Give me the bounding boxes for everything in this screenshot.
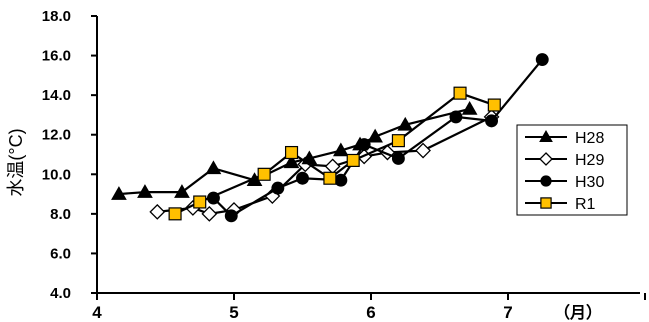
data-point-r1 <box>453 86 467 100</box>
data-point-h29 <box>149 203 166 220</box>
y-tick-label: 12.0 <box>42 127 71 144</box>
axes <box>91 15 646 300</box>
x-axis-unit-label: （月） <box>554 304 602 322</box>
data-point-r1 <box>193 195 207 209</box>
data-point-h28 <box>137 184 153 198</box>
legend: H28 H29 H30 R1 <box>516 124 628 216</box>
legend-box <box>516 124 628 216</box>
legend-entry-h28: H28 <box>525 129 604 147</box>
data-point-h30 <box>485 114 499 128</box>
legend-marker <box>540 197 552 209</box>
data-point-h28 <box>205 160 222 175</box>
data-point-h30 <box>224 209 238 223</box>
data-point-h28 <box>111 186 127 200</box>
series-h28 <box>111 100 478 200</box>
y-axis-label: 水温(°C) <box>6 128 26 196</box>
x-tick-label: 4 <box>92 303 102 322</box>
data-point-h30 <box>391 152 405 165</box>
series-line-h28 <box>118 107 470 196</box>
legend-label: H29 <box>575 152 604 169</box>
y-tick-label: 4.0 <box>50 285 71 302</box>
y-tick-label: 18.0 <box>42 8 71 25</box>
legend-label: R1 <box>575 196 596 213</box>
legend-entry-h30: H30 <box>525 174 604 191</box>
legend-label: H28 <box>575 130 604 147</box>
data-point-h29 <box>201 205 218 222</box>
data-point-r1 <box>284 145 299 160</box>
y-tick-label: 14.0 <box>42 87 71 104</box>
data-point-h28 <box>332 142 349 157</box>
data-point-h30 <box>296 171 309 185</box>
data-point-h29 <box>415 142 431 159</box>
data-point-r1 <box>257 167 271 181</box>
legend-entry-r1: R1 <box>525 196 596 213</box>
data-point-h28 <box>461 100 478 115</box>
y-tick-label: 6.0 <box>50 245 71 262</box>
data-point-h30 <box>334 173 348 187</box>
data-point-h28 <box>397 116 414 131</box>
legend-marker <box>539 129 553 142</box>
legend-marker <box>540 175 552 187</box>
x-tick-label: 5 <box>229 303 238 322</box>
legend-label: H30 <box>575 174 604 191</box>
data-point-h30 <box>357 138 371 152</box>
data-point-h30 <box>449 110 463 124</box>
data-point-r1 <box>323 171 337 185</box>
series-lines <box>111 53 549 223</box>
data-point-r1 <box>391 134 405 148</box>
x-tick-label: 7 <box>503 303 512 322</box>
data-point-r1 <box>487 98 501 112</box>
data-point-h28 <box>174 184 190 198</box>
y-tick-label: 16.0 <box>42 48 71 65</box>
y-tick-labels: 4.0 6.0 8.0 10.0 12.0 14.0 16.0 18.0 <box>42 8 71 302</box>
data-point-h28 <box>367 128 383 143</box>
data-point-r1 <box>168 207 182 221</box>
legend-entry-h29: H29 <box>525 152 604 169</box>
x-tick-label: 6 <box>366 303 375 322</box>
series-r1 <box>168 86 501 221</box>
data-point-h30 <box>535 53 549 66</box>
x-tick-labels: 4 5 6 7 <box>92 303 512 322</box>
y-tick-label: 8.0 <box>50 206 71 223</box>
legend-marker <box>539 152 553 166</box>
data-point-h30 <box>271 181 285 195</box>
y-tick-label: 10.0 <box>42 166 71 183</box>
data-point-r1 <box>346 153 360 167</box>
data-point-h28 <box>283 154 300 169</box>
